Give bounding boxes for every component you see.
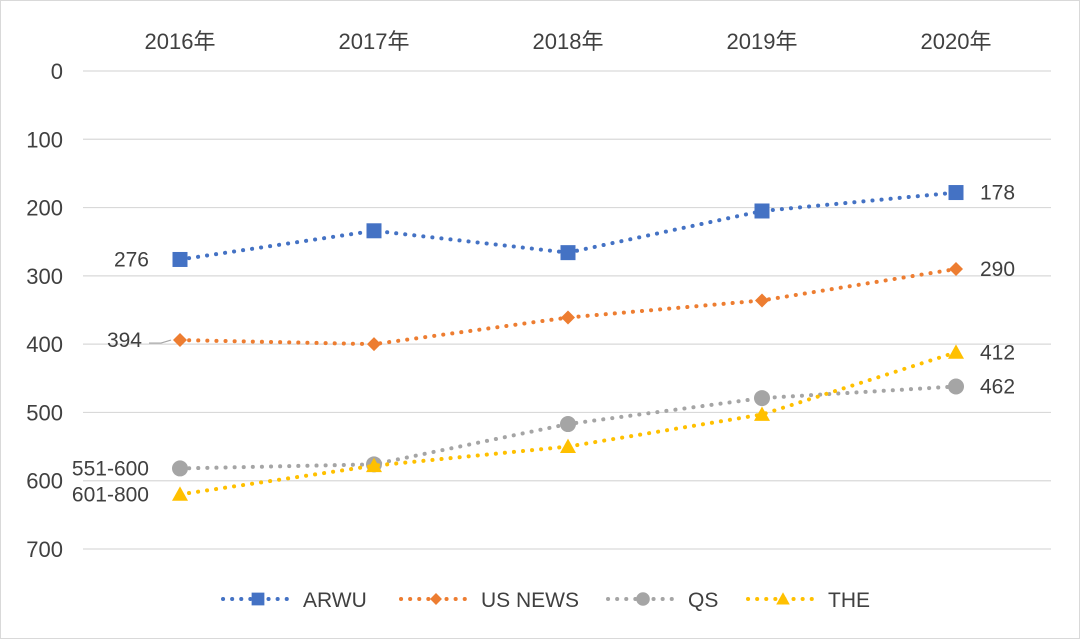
data-point: [560, 438, 576, 453]
y-axis-ticks: 0 100 200 300 400 500 600 700: [26, 59, 63, 562]
legend-label: ARWU: [303, 589, 367, 612]
data-point: [560, 245, 576, 261]
y-tick-label: 600: [26, 469, 63, 494]
data-point: [948, 344, 964, 359]
y-tick-label: 300: [26, 264, 63, 289]
y-tick-label: 200: [26, 196, 63, 221]
series-lines: [172, 185, 964, 501]
data-label: 394: [107, 329, 142, 352]
legend-swatch-marker: [430, 593, 442, 605]
y-tick-label: 400: [26, 332, 63, 357]
legend-label: THE: [828, 589, 870, 612]
x-tick-label: 2018年: [533, 29, 604, 54]
series-line: [178, 267, 958, 347]
data-point: [366, 223, 382, 239]
data-point: [754, 203, 770, 219]
data-point: [754, 406, 770, 421]
y-tick-label: 0: [51, 59, 63, 84]
data-label: 290: [980, 258, 1015, 281]
data-point: [949, 262, 963, 277]
x-axis-ticks: 2016年 2017年 2018年 2019年 2020年: [145, 29, 992, 54]
data-label: 178: [980, 182, 1015, 205]
series-the: [172, 344, 964, 501]
data-label: 551-600: [72, 457, 149, 480]
data-label: 462: [980, 375, 1015, 398]
data-point: [754, 390, 770, 407]
series-arwu: [172, 185, 964, 267]
legend-item-qs[interactable]: QS: [606, 589, 718, 612]
legend-swatch-marker: [251, 592, 265, 606]
y-tick-label: 500: [26, 400, 63, 425]
data-label: 276: [114, 248, 149, 271]
series-us-news: [173, 262, 963, 352]
data-point: [173, 333, 187, 348]
data-point: [561, 310, 575, 325]
legend[interactable]: ARWU US NEWS QS THE: [221, 589, 870, 612]
data-point: [755, 293, 769, 308]
legend-label: QS: [688, 589, 718, 612]
data-point: [172, 460, 188, 477]
legend-item-the[interactable]: THE: [746, 589, 870, 612]
legend-swatch-marker: [776, 592, 790, 605]
data-labels: 276 178 394 290 551-600 462 601-800 412: [72, 182, 1015, 507]
legend-item-us-news[interactable]: US NEWS: [399, 589, 579, 612]
data-point: [948, 185, 964, 201]
x-tick-label: 2020年: [921, 29, 992, 54]
data-point: [366, 457, 382, 473]
data-point: [948, 378, 964, 395]
legend-label: US NEWS: [481, 589, 579, 612]
x-tick-label: 2017年: [339, 29, 410, 54]
data-point: [560, 416, 576, 433]
data-label: 601-800: [72, 483, 149, 506]
data-point: [172, 251, 188, 267]
legend-item-arwu[interactable]: ARWU: [221, 589, 367, 612]
x-tick-label: 2019年: [727, 29, 798, 54]
data-point: [172, 486, 188, 501]
data-label: 412: [980, 341, 1015, 364]
data-point: [367, 337, 381, 352]
leader-line: [149, 339, 172, 344]
y-tick-label: 100: [26, 127, 63, 152]
legend-swatch-marker: [636, 592, 650, 606]
series-qs: [172, 378, 964, 477]
y-tick-label: 700: [26, 537, 63, 562]
x-tick-label: 2016年: [145, 29, 216, 54]
gridlines: [83, 70, 1051, 550]
